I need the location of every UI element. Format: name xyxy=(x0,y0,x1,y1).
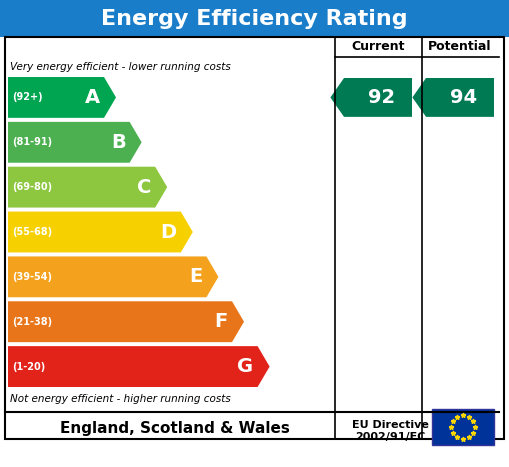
Polygon shape xyxy=(8,167,167,207)
Polygon shape xyxy=(8,256,218,297)
Polygon shape xyxy=(8,212,193,253)
Text: D: D xyxy=(161,222,177,241)
Text: Potential: Potential xyxy=(428,41,492,54)
Text: F: F xyxy=(215,312,228,331)
Text: EU Directive: EU Directive xyxy=(352,420,429,430)
Bar xyxy=(5,37,504,439)
Text: 92: 92 xyxy=(369,88,395,107)
Polygon shape xyxy=(8,122,142,163)
Text: Current: Current xyxy=(351,41,405,54)
Text: (55-68): (55-68) xyxy=(12,227,52,237)
Polygon shape xyxy=(412,78,494,117)
Text: (21-38): (21-38) xyxy=(12,317,52,327)
Text: (92+): (92+) xyxy=(12,92,43,102)
Text: G: G xyxy=(238,357,253,376)
Text: Very energy efficient - lower running costs: Very energy efficient - lower running co… xyxy=(10,62,231,72)
Bar xyxy=(432,409,494,445)
Polygon shape xyxy=(8,346,270,387)
Text: England, Scotland & Wales: England, Scotland & Wales xyxy=(60,422,290,437)
Text: C: C xyxy=(137,177,151,197)
Polygon shape xyxy=(8,77,116,118)
Text: Energy Efficiency Rating: Energy Efficiency Rating xyxy=(101,9,407,29)
Polygon shape xyxy=(330,78,412,117)
Bar xyxy=(0,0,509,37)
Text: (69-80): (69-80) xyxy=(12,182,52,192)
Polygon shape xyxy=(8,301,244,342)
Text: B: B xyxy=(111,133,126,152)
Text: (81-91): (81-91) xyxy=(12,137,52,147)
Text: 94: 94 xyxy=(450,88,477,107)
Text: Not energy efficient - higher running costs: Not energy efficient - higher running co… xyxy=(10,394,231,404)
Text: (1-20): (1-20) xyxy=(12,361,45,372)
Text: A: A xyxy=(85,88,100,107)
Text: E: E xyxy=(189,267,203,286)
Text: 2002/91/EC: 2002/91/EC xyxy=(355,432,425,442)
Text: (39-54): (39-54) xyxy=(12,272,52,282)
